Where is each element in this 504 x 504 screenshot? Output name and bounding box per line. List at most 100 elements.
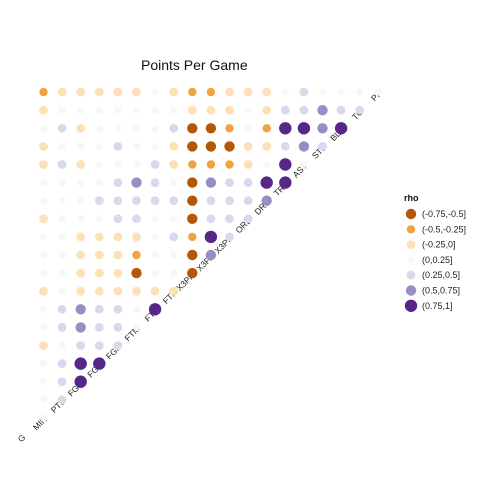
point-fta-ftm [148,303,162,316]
point-ast-min [57,160,67,169]
point-trb-fga [113,178,123,188]
point-x3pp-fta [169,232,179,242]
point-orb-fgm [95,215,103,223]
point-to-ftm [151,106,159,114]
point-x3pa-min [58,251,66,259]
point-orb-x3pm [206,214,216,224]
point-x3pa-fga [113,250,123,260]
point-ftm-fgm [94,323,104,332]
point-x3pm-fta [170,269,178,277]
point-ftp-fta [169,286,179,296]
point-fgm-g [39,378,48,386]
point-to-fta [170,106,178,114]
point-ftp-fgm [94,286,104,296]
point-blk-pts [76,123,86,133]
point-pf-ast [318,88,327,96]
variable-label-g: G [16,432,28,444]
point-ast-x3pa [225,160,234,169]
point-ast-pts [76,160,86,169]
legend-label-4: (0.25,0.5] [422,270,460,280]
point-to-drb [280,105,290,115]
point-pf-ftm [151,88,159,96]
point-x3pa-g [39,251,48,259]
point-stl-fgm [95,142,103,150]
point-pf-fgm [94,87,104,97]
point-blk-orb [262,124,271,133]
point-pf-min [57,87,67,97]
point-pf-fga [113,87,123,97]
point-drb-g [39,197,48,205]
point-to-fga [114,106,122,114]
point-stl-x3pm [205,141,217,152]
point-blk-x3pp [244,124,252,132]
legend-label-2: (-0.25,0] [422,240,456,250]
tick-labels: GMINPTSFGMFGAFGPFTMFTAFTPX3PMX3PAX3PPORB… [16,88,384,444]
point-pts-min [57,395,67,405]
point-ast-drb [279,158,292,171]
legend-label-5: (0.5,0.75] [422,286,460,296]
chart-title: Points Per Game [141,57,248,73]
point-blk-x3pa [225,124,234,133]
point-x3pm-pts [76,268,86,278]
point-stl-trb [298,141,310,152]
point-fta-fgp [132,305,141,313]
point-orb-g [39,214,48,224]
legend-label-0: (-0.75,-0.5] [422,209,466,219]
point-drb-ftm [150,196,160,206]
point-to-trb [299,105,309,115]
point-pf-g [39,87,48,97]
point-to-ast [317,105,328,116]
point-ast-trb [300,160,308,169]
point-pf-orb [262,87,272,97]
point-blk-stl [334,122,348,135]
point-pf-x3pa [225,87,234,97]
point-to-fgp [132,106,141,114]
point-stl-ftp [187,141,198,152]
point-fgp-pts [76,341,86,350]
point-x3pm-g [39,269,48,277]
point-x3pp-ftm [151,233,159,241]
point-fga-min [57,359,67,368]
point-trb-fgm [95,179,103,187]
point-x3pa-fgm [94,250,104,260]
legend-key-4 [406,270,416,280]
point-pf-drb [281,88,289,96]
point-ftp-g [39,286,48,296]
point-fta-min [57,304,67,314]
legend-title: rho [404,193,419,203]
point-pf-ftp [188,87,197,97]
point-blk-ftm [151,124,159,132]
point-fta-pts [75,304,86,315]
point-fgp-min [58,341,66,350]
legend-key-1 [406,225,416,234]
point-to-stl [336,105,346,115]
point-trb-orb [260,176,273,189]
point-pf-fta [169,87,179,97]
point-fgp-g [39,341,48,350]
point-to-blk [355,105,365,115]
point-pf-fgp [132,87,141,97]
point-stl-fta [169,142,179,151]
point-orb-x3pp [243,214,253,224]
point-trb-pts [77,179,85,187]
point-x3pm-min [58,269,66,277]
point-ast-fgm [95,160,103,169]
point-orb-fgp [132,214,141,224]
point-orb-ftp [187,213,198,224]
point-blk-fgp [132,124,141,132]
point-ftm-fga [113,323,123,332]
point-trb-fgp [131,177,142,188]
point-stl-drb [280,142,290,151]
point-orb-fga [113,214,123,224]
point-blk-fga [114,124,122,132]
point-trb-ftm [150,178,160,188]
point-x3pa-x3pm [205,249,217,261]
point-ftp-fga [113,286,123,296]
point-orb-fta [170,215,178,223]
point-to-pts [77,106,85,114]
point-trb-g [39,179,48,187]
point-stl-ftm [151,142,159,150]
point-x3pa-ftm [151,251,159,259]
point-to-fgm [95,106,103,114]
